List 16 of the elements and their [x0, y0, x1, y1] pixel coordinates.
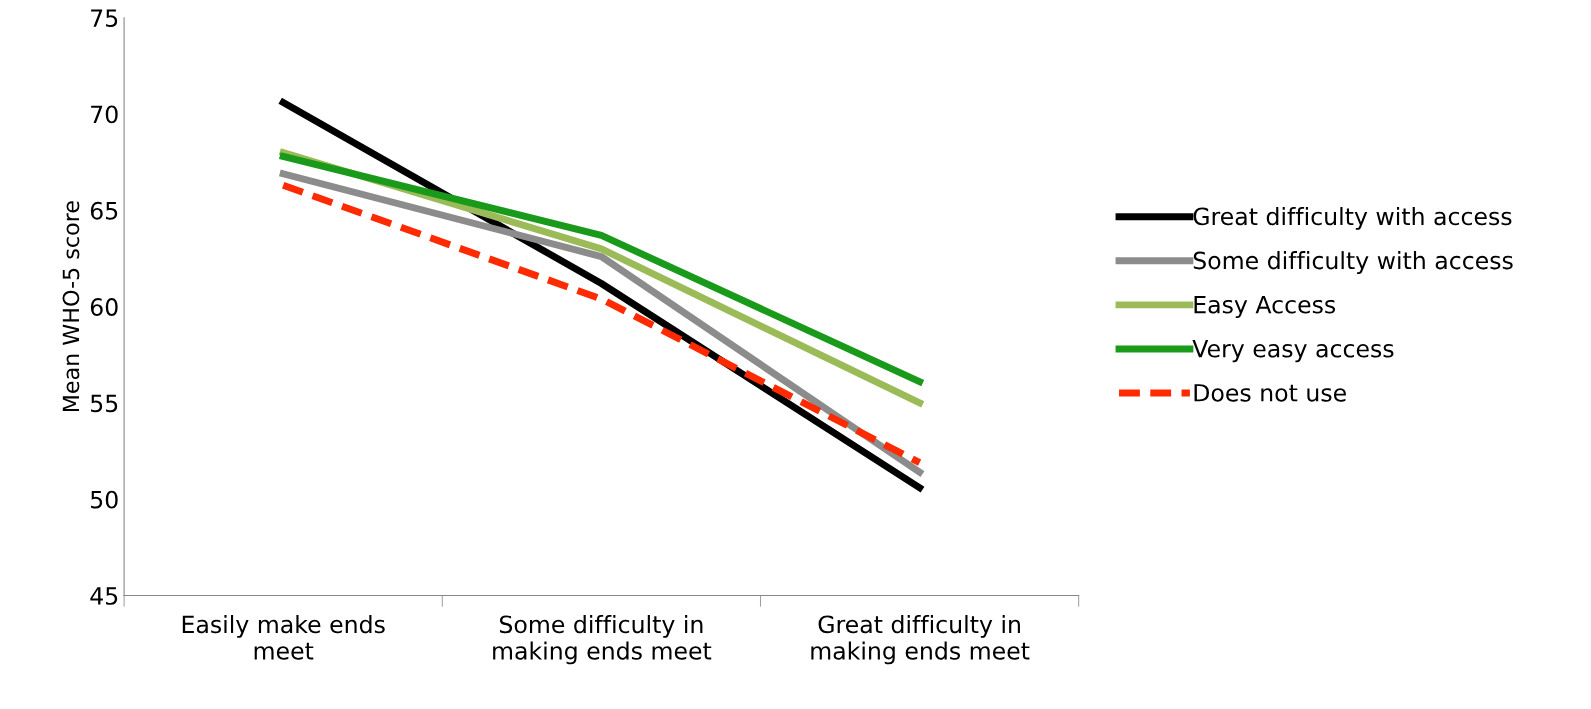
x-tick-label: Great difficulty in making ends meet [811, 615, 1030, 665]
x-tick-label: Easily make ends meet [182, 615, 385, 660]
y-tick-label: 55 [91, 394, 118, 413]
y-tick-label: 60 [90, 298, 118, 316]
legend-label: Some difficulty with access [1193, 251, 1513, 274]
y-tick-label: 75 [91, 9, 118, 28]
y-tick-label: 65 [90, 201, 118, 220]
y-tick-label: 50 [91, 490, 118, 509]
y-axis-title: Mean WHO-5 score [62, 201, 80, 412]
x-tick-label: Some difficulty in making ends meet [493, 615, 712, 665]
legend-label: Easy Access [1194, 295, 1336, 319]
y-tick-label: 70 [91, 105, 118, 124]
legend-label: Great difficulty with access [1193, 207, 1512, 230]
legend-label: Very easy access [1192, 340, 1394, 363]
y-tick-label: 45 [90, 587, 118, 605]
legend-label: Does not use [1194, 384, 1346, 402]
